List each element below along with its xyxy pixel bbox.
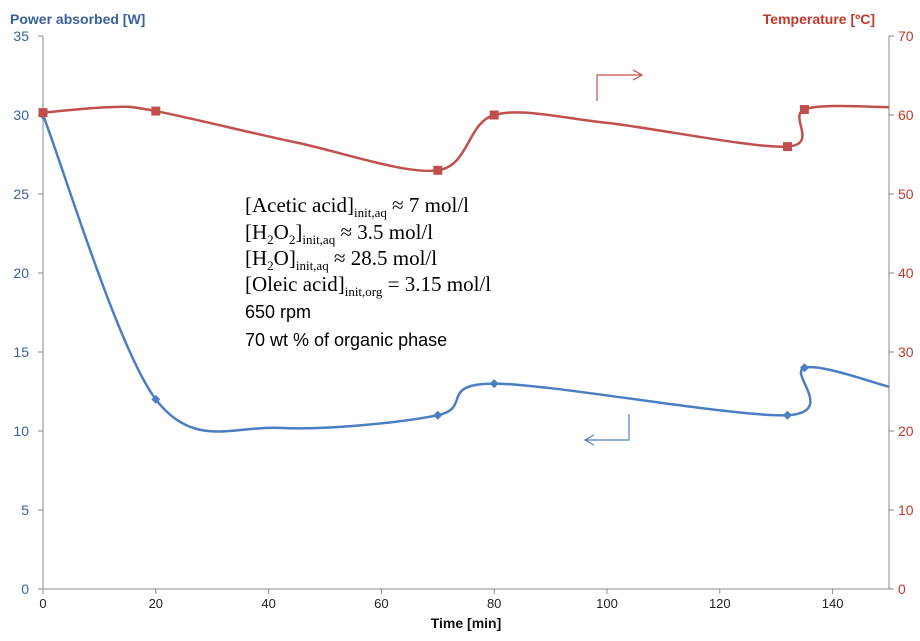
right-y-ticks: 0 10 20 30 40 50 60 70 (889, 28, 914, 597)
x-axis-title: Time [min] (431, 615, 502, 631)
left-tick-label: 0 (21, 581, 29, 597)
right-tick-label: 20 (898, 423, 914, 439)
annotation-rpm: 650 rpm (245, 302, 311, 322)
x-tick-label: 60 (374, 596, 388, 611)
x-tick-label: 100 (596, 596, 618, 611)
left-tick-label: 10 (13, 423, 29, 439)
power-series-point (489, 379, 499, 389)
temperature-series-point (38, 108, 48, 118)
x-tick-label: 20 (149, 596, 163, 611)
annotation-organic-phase: 70 wt % of organic phase (245, 330, 447, 350)
left-tick-label: 35 (13, 28, 29, 44)
left-tick-label: 25 (13, 186, 29, 202)
x-tick-label: 140 (822, 596, 844, 611)
conditions-annotation: [Acetic acid]init,aq ≈ 7 mol/l [H2O2]ini… (245, 193, 491, 350)
left-tick-label: 30 (13, 107, 29, 123)
power-series-point (782, 410, 792, 420)
temperature-series-point (433, 165, 443, 175)
right-axis-title: Temperature [ºC] (763, 11, 875, 27)
power-axis-arrowhead (583, 434, 595, 446)
annotation-acetic-acid: [Acetic acid]init,aq ≈ 7 mol/l (245, 193, 469, 220)
left-tick-label: 5 (21, 502, 29, 518)
left-axis-title: Power absorbed [W] (10, 11, 145, 27)
annotation-h2o: [H2O]init,aq ≈ 28.5 mol/l (245, 246, 437, 273)
right-tick-label: 70 (898, 28, 914, 44)
series-layer (38, 104, 890, 433)
temperature-series-line (42, 104, 890, 173)
right-tick-label: 10 (898, 502, 914, 518)
right-tick-label: 30 (898, 344, 914, 360)
power-series-point (433, 410, 443, 420)
left-tick-label: 15 (13, 344, 29, 360)
right-tick-label: 60 (898, 107, 914, 123)
right-tick-label: 40 (898, 265, 914, 281)
power-series-point (151, 394, 161, 404)
right-tick-label: 50 (898, 186, 914, 202)
temperature-series-point (782, 142, 792, 152)
power-axis-arrow (586, 414, 630, 441)
temperature-series-point (799, 104, 809, 114)
x-tick-label: 80 (487, 596, 501, 611)
power-series-point (799, 363, 809, 373)
x-tick-label: 40 (261, 596, 275, 611)
annotation-h2o2: [H2O2]init,aq ≈ 3.5 mol/l (245, 220, 433, 247)
power-series-line (41, 114, 890, 433)
x-tick-label: 0 (39, 596, 46, 611)
temperature-series-point (489, 110, 499, 120)
right-tick-label: 0 (898, 581, 906, 597)
temperature-axis-arrow (596, 74, 641, 101)
left-tick-label: 20 (13, 265, 29, 281)
temperature-axis-arrowhead (632, 69, 644, 81)
x-tick-label: 120 (709, 596, 731, 611)
annotation-oleic-acid: [Oleic acid]init,org = 3.15 mol/l (245, 272, 491, 299)
x-ticks: 0 20 40 60 80 100 120 140 (39, 589, 843, 611)
left-y-ticks: 0 5 10 15 20 25 30 35 (13, 28, 43, 597)
temperature-series-point (151, 106, 161, 116)
